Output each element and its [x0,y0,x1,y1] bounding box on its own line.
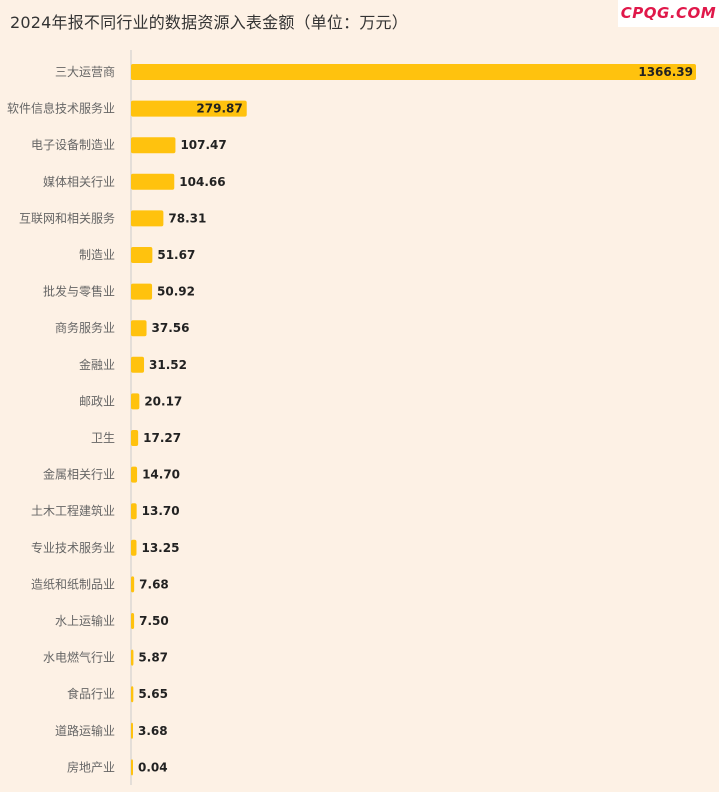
category-label: 媒体相关行业 [43,175,115,189]
bar [131,759,133,776]
category-label: 邮政业 [79,394,115,408]
bar [131,283,153,300]
value-label: 5.65 [138,687,168,701]
bar [131,173,175,190]
value-label: 37.56 [152,321,190,335]
value-label: 14.70 [142,468,180,482]
category-label: 电子设备制造业 [31,138,115,152]
value-label: 279.87 [196,102,242,116]
bar [131,210,164,227]
bar [131,576,135,593]
bar [131,100,247,117]
value-label: 13.25 [141,541,179,555]
category-label: 水电燃气行业 [43,650,115,665]
category-label: 制造业 [79,248,115,262]
category-label: 土木工程建筑业 [31,503,115,518]
category-label: 水上运输业 [55,613,115,628]
bar [131,649,134,666]
bar [131,64,696,80]
bar [131,393,140,410]
value-label: 0.04 [138,760,168,774]
bar [131,430,139,446]
value-label: 7.68 [139,577,169,591]
bar [131,613,135,629]
value-label: 3.68 [138,724,168,738]
bar [131,356,145,373]
category-label: 批发与零售业 [43,284,115,299]
value-label: 7.50 [139,614,169,628]
bar [131,247,153,263]
value-label: 5.87 [138,651,168,665]
bar [131,320,147,337]
value-label: 51.67 [157,248,195,262]
bar [131,503,137,520]
category-label: 商务服务业 [55,320,115,335]
category-label: 三大运营商 [55,64,115,79]
bar [131,137,176,154]
category-label: 卫生 [91,431,115,445]
value-label: 31.52 [149,358,187,372]
bars-group: 三大运营商 1366.39 软件信息技术服务业 279.87 电子设备制造业 107.47… [7,64,696,776]
category-label: 专业技术服务业 [31,540,115,555]
value-label: 13.70 [142,504,180,518]
bar [131,686,134,703]
bar [131,466,138,483]
category-label: 造纸和纸制品业 [31,577,115,591]
bar [131,722,133,739]
value-label: 50.92 [157,285,195,299]
category-label: 房地产业 [67,759,115,774]
category-label: 道路运输业 [55,723,115,738]
value-label: 20.17 [144,394,182,408]
brand-logo: CPQG.COM [618,0,719,27]
value-label: 78.31 [168,211,206,225]
bar [131,539,137,556]
category-label: 食品行业 [67,686,115,701]
category-label: 软件信息技术服务业 [7,101,115,116]
value-label: 104.66 [179,175,225,189]
value-label: 17.27 [143,431,181,445]
category-label: 金融业 [79,357,115,372]
category-label: 互联网和相关服务 [19,210,115,225]
category-label: 金属相关行业 [43,467,115,482]
chart-title: 2024年报不同行业的数据资源入表金额（单位：万元） [10,13,408,32]
value-label: 107.47 [180,138,226,152]
value-label: 1366.39 [638,65,693,79]
